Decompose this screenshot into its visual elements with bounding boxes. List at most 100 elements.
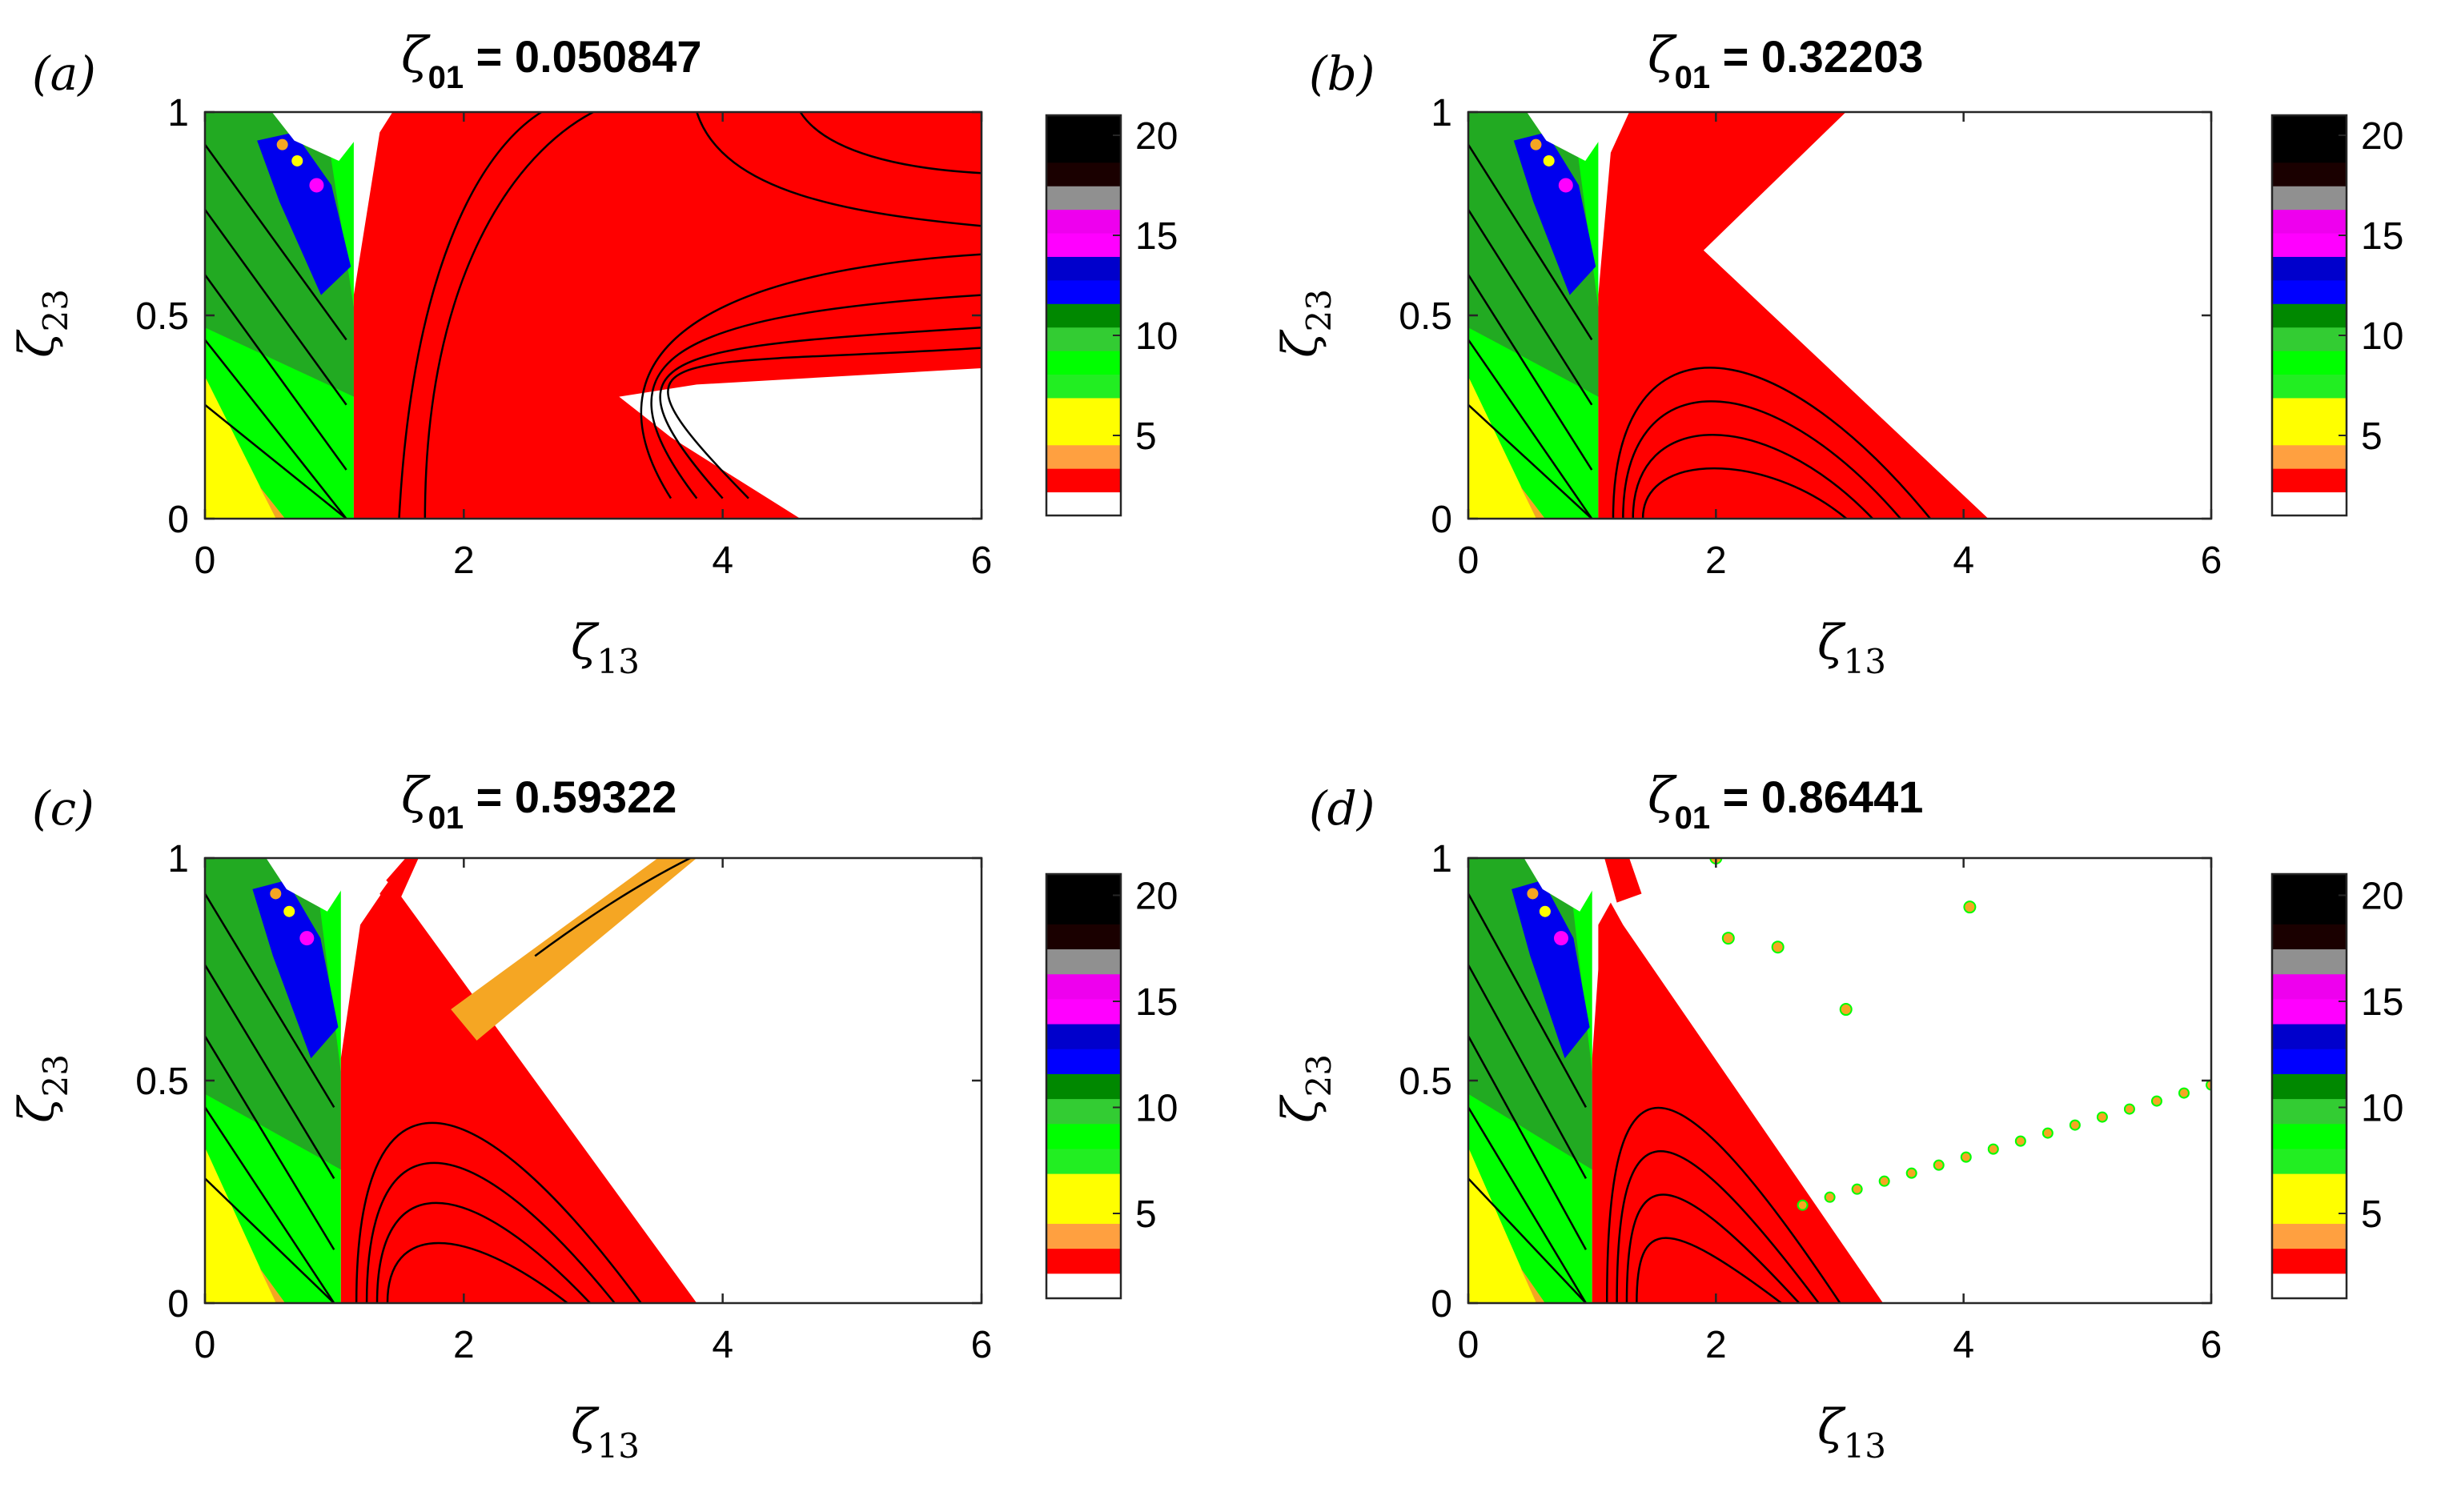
contour-line — [1468, 1106, 1588, 1303]
chart-title-value: = 0.32203 — [1710, 31, 1923, 82]
chart-title: ζ01 = 0.050847 — [401, 26, 702, 95]
colorbar-segment — [2272, 444, 2347, 469]
contour-line — [1468, 1035, 1588, 1250]
colorbar-segment — [2272, 491, 2347, 516]
x-axis-label: ζ13 — [571, 1399, 640, 1466]
y-axis-label-subscript: 23 — [1299, 1054, 1339, 1097]
contour-line — [534, 858, 691, 957]
contour-line — [1612, 367, 1932, 519]
chart-title-symbol: ζ — [1648, 26, 1677, 84]
x-tick-label: 6 — [971, 1324, 993, 1366]
colorbar: 5 10 15 20 — [2270, 114, 2403, 517]
colorbar-segment — [2272, 351, 2347, 375]
x-tick-label: 6 — [971, 539, 993, 582]
dotted-line-point — [1851, 1183, 1863, 1195]
colorbar-segment — [2272, 1273, 2347, 1299]
colorbar-segment — [2272, 138, 2347, 163]
panel-label: (b) — [1309, 46, 1375, 101]
dotted-line-point — [1797, 1199, 1809, 1211]
contour-line — [398, 112, 542, 519]
contour-line — [1632, 434, 1874, 519]
colorbar-tick-label: 15 — [1135, 215, 1178, 258]
colorbar-tick-label: 15 — [1135, 981, 1178, 1024]
region-red-spike — [379, 858, 419, 916]
region-red — [1592, 902, 1884, 1303]
colorbar-frame — [2270, 872, 2348, 1300]
colorbar-frame — [1045, 872, 1122, 1300]
y-axis-label-symbol: ζ — [1272, 1094, 1328, 1123]
y-axis-label-subscript: 23 — [36, 1054, 75, 1097]
speck-yellow — [291, 154, 303, 166]
colorbar-segment — [1046, 186, 1121, 211]
x-axis-label-subscript: 13 — [597, 1426, 640, 1466]
colorbar-segment — [1046, 899, 1121, 924]
colorbar-segment — [2272, 949, 2347, 975]
colorbar-segment — [1046, 468, 1121, 493]
speck-orange — [270, 888, 282, 900]
colorbar-segment — [1046, 374, 1121, 399]
region-orange-sliver — [259, 1267, 286, 1303]
dotted-line-point — [1960, 1151, 1972, 1163]
colorbar-tick-label: 5 — [1135, 1193, 1157, 1236]
x-axis-label-subscript: 13 — [1844, 1426, 1886, 1466]
colorbar-segment — [2272, 874, 2347, 900]
chart-title-subscript: 01 — [428, 800, 464, 836]
chart-title-symbol: ζ — [1648, 766, 1677, 824]
isolated-point — [1963, 900, 1977, 914]
colorbar-tick-label: 10 — [1135, 315, 1178, 358]
region-white-top — [1527, 112, 1605, 161]
colorbar-frame — [2270, 114, 2348, 517]
contour-line — [205, 143, 347, 341]
colorbar-segment — [2272, 1024, 2347, 1049]
colorbar-segment — [1046, 924, 1121, 950]
plot-area — [205, 112, 982, 519]
colorbar-segment — [1046, 491, 1121, 516]
contour-line — [1468, 209, 1593, 406]
y-axis-label: ζ23 — [9, 289, 75, 358]
x-axis-label: ζ13 — [571, 615, 640, 681]
y-axis-label-symbol: ζ — [9, 329, 65, 358]
colorbar-segment — [1046, 998, 1121, 1025]
colorbar-segment — [1046, 1273, 1121, 1299]
colorbar-segment — [2272, 279, 2347, 304]
contour-line — [1468, 1177, 1587, 1303]
colorbar-segment — [2272, 1049, 2347, 1074]
y-tick-label: 0.5 — [1399, 295, 1452, 338]
speck-yellow — [1539, 905, 1551, 917]
y-tick-label: 0 — [167, 499, 189, 541]
colorbar-segment — [2272, 973, 2347, 1000]
y-tick-label: 1 — [167, 838, 189, 880]
colorbar-segment — [2272, 924, 2347, 950]
x-tick-label: 6 — [2201, 539, 2222, 582]
y-axis-label: ζ23 — [1272, 1054, 1339, 1123]
colorbar-segment — [1046, 949, 1121, 975]
dotted-line-point — [2069, 1119, 2081, 1131]
contour-line — [205, 1177, 335, 1303]
contour-line — [386, 1241, 568, 1303]
x-axis-label-symbol: ζ — [1817, 1399, 1846, 1455]
panel-label: (c) — [32, 781, 94, 836]
x-tick-label: 0 — [195, 1324, 216, 1366]
region-orange-sliver — [1520, 486, 1545, 519]
y-tick-label: 0 — [1431, 499, 1452, 541]
contour-line — [1605, 1107, 1841, 1303]
region-red — [340, 858, 697, 1303]
y-tick-label: 0.5 — [1399, 1061, 1452, 1103]
contour-line — [205, 1106, 335, 1303]
contour-line — [205, 403, 347, 519]
colorbar-segment — [2272, 303, 2347, 328]
region-white-top — [266, 858, 348, 912]
region-yellow — [1468, 1147, 1537, 1303]
dotted-line-point — [2096, 1111, 2108, 1123]
contour-line — [799, 112, 982, 174]
contour-line — [1622, 400, 1901, 519]
panel-label: (d) — [1309, 781, 1375, 836]
colorbar-segment — [1046, 351, 1121, 375]
dotted-line-point — [2206, 1079, 2211, 1091]
colorbar-tick-label: 10 — [2361, 315, 2403, 358]
colorbar-tick-label: 15 — [2361, 981, 2403, 1024]
region-yellow — [205, 1147, 276, 1303]
